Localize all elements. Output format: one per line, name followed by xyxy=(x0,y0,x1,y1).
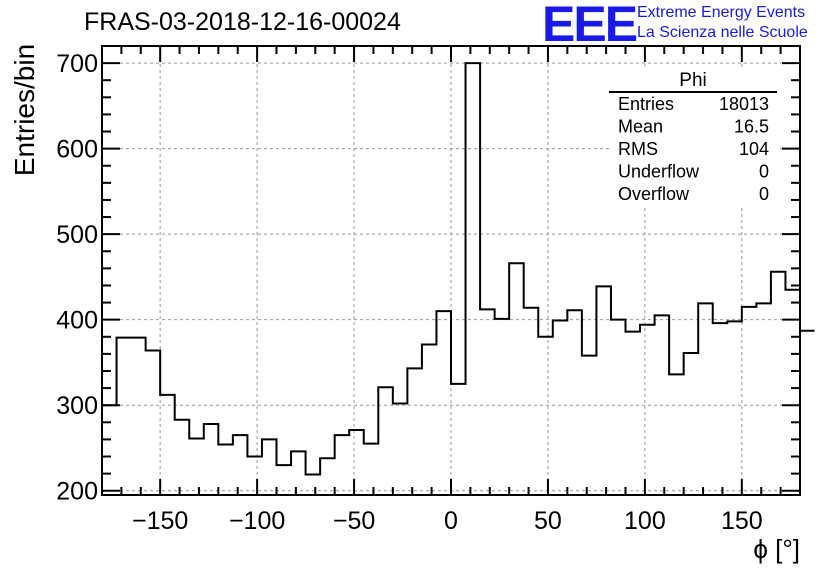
histogram-bin xyxy=(509,263,524,495)
histogram-bin xyxy=(117,338,132,495)
histogram-bin xyxy=(393,403,408,495)
histogram-bin xyxy=(277,465,292,495)
logo-caption-line1: Extreme Energy Events xyxy=(637,4,806,21)
histogram-bin xyxy=(436,311,451,495)
y-tick-label: 700 xyxy=(56,50,98,78)
histogram-bin xyxy=(480,309,495,495)
x-tick-label: 50 xyxy=(534,507,562,535)
histogram-bin xyxy=(611,320,626,495)
histogram-bin xyxy=(218,445,233,495)
histogram-series xyxy=(102,62,815,495)
stats-row-label: RMS xyxy=(618,139,658,159)
histogram-bin xyxy=(582,356,597,495)
x-axis-label: ϕ [°] xyxy=(753,534,800,564)
x-tick-label: 0 xyxy=(444,507,458,535)
histogram-bin xyxy=(553,321,568,495)
histogram-bin xyxy=(247,457,262,495)
histogram-bin xyxy=(189,439,204,495)
histogram-bin xyxy=(335,435,350,495)
axis-ticks xyxy=(101,45,801,495)
histogram-bin xyxy=(291,451,306,495)
y-axis-label: Entries/bin xyxy=(9,44,40,176)
stats-row-value: 18013 xyxy=(719,94,769,114)
histogram-bin xyxy=(233,435,248,495)
histogram-bin xyxy=(204,424,219,495)
histogram-bin xyxy=(175,420,190,495)
histogram-bin xyxy=(684,353,699,495)
histogram-bin xyxy=(785,290,800,495)
histogram-bin xyxy=(800,331,815,495)
histogram-bin xyxy=(742,307,757,495)
histogram-bin xyxy=(567,310,582,495)
x-tick-label: 100 xyxy=(624,507,666,535)
stats-row-value: 0 xyxy=(759,162,769,182)
stats-row-value: 0 xyxy=(759,184,769,204)
histogram-bin xyxy=(771,272,786,495)
histogram-bin xyxy=(422,344,437,495)
y-tick-label: 500 xyxy=(56,221,98,249)
histogram-bin xyxy=(538,337,553,495)
histogram-bin xyxy=(655,315,670,495)
histogram-bin xyxy=(524,308,539,495)
stats-box-title: Phi xyxy=(679,70,706,91)
eee-logo: EEE xyxy=(542,0,638,52)
histogram-bin xyxy=(146,350,161,495)
histogram-bin xyxy=(466,63,481,495)
histogram-bin xyxy=(640,325,655,495)
histogram-bin xyxy=(698,303,713,495)
histogram-bin xyxy=(626,332,641,495)
x-tick-label: −50 xyxy=(333,507,375,535)
plot-title: FRAS-03-2018-12-16-00024 xyxy=(84,8,401,36)
y-tick-label: 400 xyxy=(56,307,98,335)
histogram-bin xyxy=(306,474,321,495)
histogram-bin xyxy=(364,444,379,495)
stats-row-label: Entries xyxy=(618,94,674,114)
histogram-bin xyxy=(262,439,277,495)
histogram-bin xyxy=(669,374,684,495)
y-tick-label: 600 xyxy=(56,136,98,164)
histogram-outline xyxy=(102,62,815,476)
histogram-bin xyxy=(349,430,364,495)
histogram-bin xyxy=(102,405,117,495)
histogram-bin xyxy=(160,395,175,495)
histogram-bin xyxy=(727,321,742,495)
histogram-bin xyxy=(131,338,146,495)
x-tick-label: 150 xyxy=(721,507,763,535)
histogram-bin xyxy=(320,458,335,495)
stats-row-label: Overflow xyxy=(618,184,690,204)
histogram-bin xyxy=(451,384,466,495)
y-tick-label: 300 xyxy=(56,392,98,420)
x-tick-label: −100 xyxy=(229,507,285,535)
histogram-bin xyxy=(713,323,728,495)
histogram-bin xyxy=(495,319,510,495)
stats-row-value: 104 xyxy=(739,139,769,159)
histogram-bin xyxy=(756,303,771,495)
tick-labels: −150 −100 −50 0 50 100 150 200 300 400 500 600 700 xyxy=(56,50,762,535)
histogram-bin xyxy=(407,368,422,495)
logo-caption-line2: La Scienza nelle Scuole xyxy=(637,24,808,41)
y-tick-label: 200 xyxy=(56,478,98,506)
stats-row-label: Underflow xyxy=(618,162,700,182)
stats-row-value: 16.5 xyxy=(734,117,769,137)
stats-row-label: Mean xyxy=(618,117,663,137)
histogram-bin xyxy=(596,286,611,495)
histogram-bin xyxy=(378,387,393,495)
x-tick-label: −150 xyxy=(132,507,188,535)
stats-box: Phi Entries 18013 Mean 16.5 RMS 104 Underflow 0… xyxy=(609,68,777,208)
